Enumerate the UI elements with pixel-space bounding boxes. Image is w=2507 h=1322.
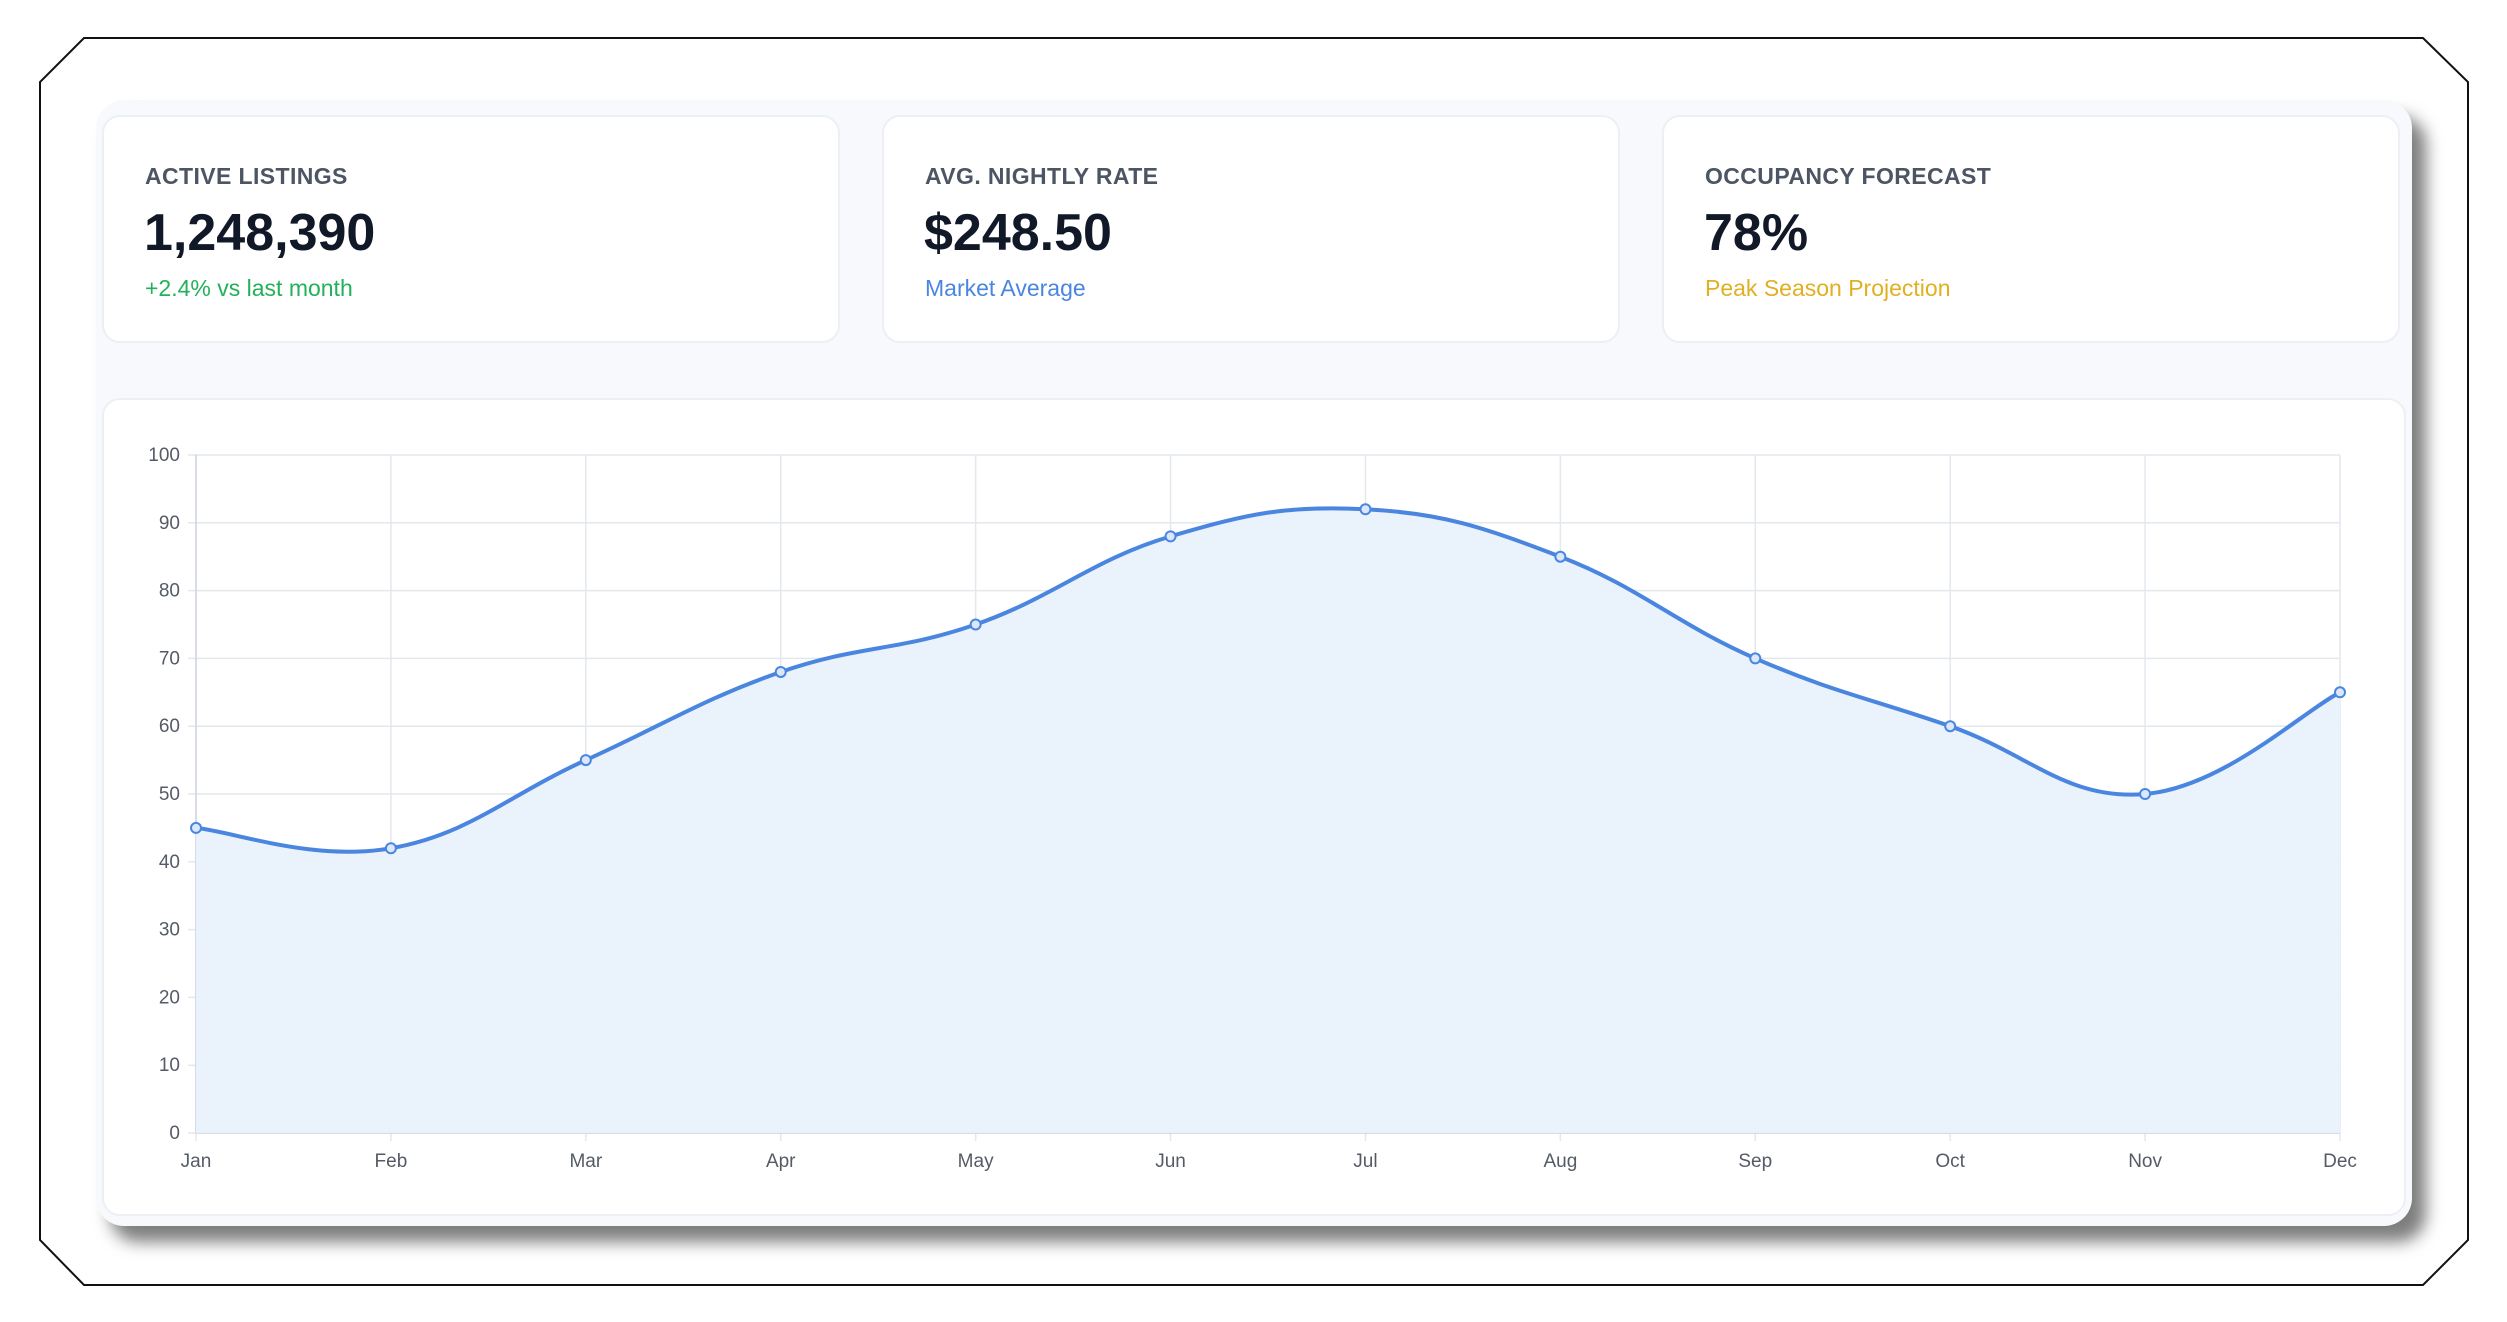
card-active-listings: ACTIVE LISTINGS 1,248,390 +2.4% vs last …: [102, 115, 840, 343]
data-point-may: [969, 618, 982, 631]
card-label: ACTIVE LISTINGS: [145, 163, 348, 189]
data-point-apr: [774, 665, 787, 678]
x-tick-label: Oct: [1935, 1151, 1965, 1172]
data-point-mar: [579, 754, 592, 767]
data-point-aug: [1554, 550, 1567, 563]
x-axis-labels: Jan Feb Mar Apr May Jun Jul Aug Sep Oct Nov Dec: [181, 1151, 2357, 1172]
data-point-jul: [1359, 503, 1372, 516]
data-points: [190, 503, 2346, 855]
x-tick-label: Jun: [1155, 1151, 1186, 1172]
x-tick-label: Dec: [2323, 1151, 2357, 1172]
x-tick-label: Feb: [375, 1151, 408, 1172]
x-tick-label: Jan: [181, 1151, 212, 1172]
data-point-nov: [2139, 788, 2152, 800]
data-point-feb: [384, 842, 397, 855]
x-tick-label: Apr: [766, 1151, 796, 1172]
y-tick-label: 60: [159, 716, 180, 737]
x-tick-label: Aug: [1543, 1151, 1577, 1172]
card-subtitle-info: Market Average: [925, 275, 1086, 301]
card-value: 1,248,390: [144, 204, 376, 262]
data-point-jan: [190, 821, 202, 834]
data-point-dec: [2334, 686, 2346, 699]
line-chart: 0 10 20 30 40 50 60 70 80 90 100 Jan Feb Mar Apr May Ju…: [148, 445, 2357, 1172]
y-tick-label: 40: [159, 852, 180, 873]
y-tick-label: 90: [159, 513, 180, 534]
y-tick-label: 20: [159, 987, 180, 1008]
card-occupancy-forecast: OCCUPANCY FORECAST 78% Peak Season Proje…: [1662, 115, 2400, 343]
y-tick-label: 80: [159, 581, 180, 602]
x-tick-label: Jul: [1353, 1151, 1377, 1172]
x-tick-label: Mar: [569, 1151, 602, 1172]
y-tick-label: 100: [148, 445, 180, 466]
card-label: OCCUPANCY FORECAST: [1705, 163, 1992, 189]
x-tick-label: May: [958, 1151, 994, 1172]
card-subtitle-warning: Peak Season Projection: [1705, 275, 1951, 301]
card-change-positive: +2.4% vs last month: [145, 275, 353, 301]
series-line: [195, 506, 2341, 854]
dashboard-panel: ACTIVE LISTINGS 1,248,390 +2.4% vs last …: [96, 100, 2412, 1226]
y-tick-label: 10: [159, 1055, 180, 1076]
x-tick-label: Sep: [1738, 1151, 1772, 1172]
y-tick-label: 50: [159, 784, 180, 805]
card-label: AVG. NIGHTLY RATE: [925, 163, 1159, 189]
card-avg-nightly-rate: AVG. NIGHTLY RATE $248.50 Market Average: [882, 115, 1620, 343]
card-value: $248.50: [924, 204, 1112, 262]
data-point-sep: [1749, 652, 1762, 665]
data-point-jun: [1164, 530, 1177, 543]
y-tick-label: 0: [169, 1123, 180, 1144]
y-axis-labels: 0 10 20 30 40 50 60 70 80 90 100: [148, 445, 180, 1144]
chart-card: 0 10 20 30 40 50 60 70 80 90 100 Jan Feb Mar Apr May Ju…: [102, 398, 2406, 1216]
x-tick-label: Nov: [2128, 1151, 2162, 1172]
y-tick-label: 70: [159, 648, 180, 669]
card-value: 78%: [1704, 204, 1809, 262]
y-tick-label: 30: [159, 920, 180, 941]
area-fill: [196, 508, 2340, 1133]
data-point-oct: [1944, 720, 1957, 733]
